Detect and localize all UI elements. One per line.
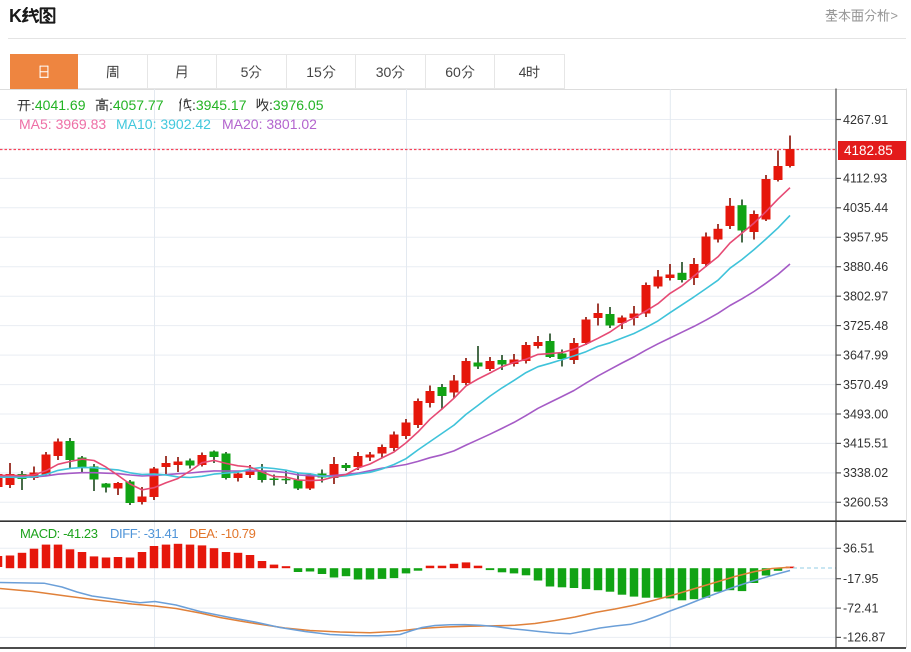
- svg-text:3260.53: 3260.53: [843, 496, 888, 510]
- svg-text:-72.41: -72.41: [843, 601, 878, 615]
- svg-text:4112.93: 4112.93: [843, 172, 887, 186]
- svg-text:-126.87: -126.87: [843, 631, 885, 645]
- svg-text:3802.97: 3802.97: [843, 290, 888, 304]
- svg-text:3880.46: 3880.46: [843, 260, 888, 274]
- svg-text:4182.85: 4182.85: [844, 143, 893, 158]
- svg-text:3957.95: 3957.95: [843, 231, 888, 245]
- svg-text:3725.48: 3725.48: [843, 319, 888, 333]
- svg-text:3415.51: 3415.51: [843, 437, 888, 451]
- svg-text:3338.02: 3338.02: [843, 466, 888, 480]
- svg-text:4035.44: 4035.44: [843, 201, 888, 215]
- svg-text:4267.91: 4267.91: [843, 113, 888, 127]
- svg-text:-17.95: -17.95: [843, 572, 878, 586]
- svg-text:3493.00: 3493.00: [843, 407, 888, 421]
- svg-text:3570.49: 3570.49: [843, 378, 888, 392]
- svg-text:36.51: 36.51: [843, 542, 874, 556]
- svg-text:3647.99: 3647.99: [843, 348, 888, 362]
